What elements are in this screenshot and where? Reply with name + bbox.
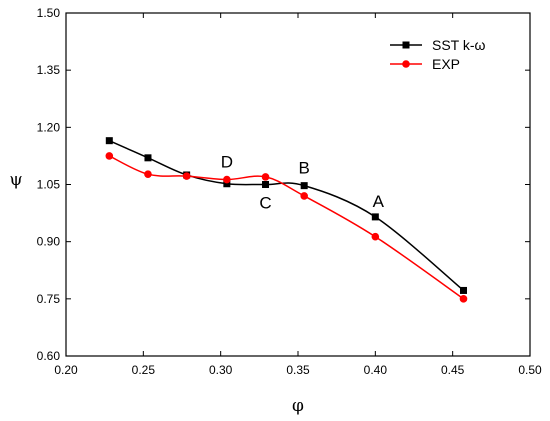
y-axis-label: ψ [9, 170, 22, 190]
data-point [182, 172, 191, 180]
legend-marker-sst [402, 41, 410, 49]
x-tick-label: 0.35 [286, 363, 310, 377]
series-line-0 [109, 139, 464, 292]
legend-label-sst: SST k-ω [432, 37, 486, 53]
y-tick-label: 1.50 [37, 6, 61, 20]
x-tick-label: 0.40 [364, 363, 388, 377]
data-point [105, 137, 113, 145]
axis-ticks: 0.20 0.25 0.30 0.35 0.40 0.45 0.50 0.60 0.75 0.90… [37, 6, 542, 377]
series-line-1 [108, 155, 464, 300]
data-point [261, 173, 270, 181]
legend: SST k-ω EXP [390, 37, 486, 72]
data-point [371, 213, 379, 221]
y-tick-label: 1.20 [37, 120, 61, 134]
y-tick-label: 1.05 [37, 178, 61, 192]
x-tick-label: 0.45 [441, 363, 465, 377]
x-tick-label: 0.30 [209, 363, 233, 377]
y-tick-label: 1.35 [37, 63, 61, 77]
data-point [262, 181, 270, 188]
data-point [371, 232, 380, 241]
data-point [459, 286, 467, 294]
x-tick-label: 0.25 [132, 363, 156, 377]
y-tick-label: 0.60 [37, 349, 61, 363]
y-tick-label: 0.90 [37, 235, 61, 249]
annotation-b: B [299, 159, 310, 178]
annotation-c: C [259, 194, 271, 213]
legend-marker-exp [402, 60, 410, 68]
data-point [144, 170, 152, 179]
x-tick-label: 0.50 [518, 363, 542, 377]
x-axis-label: φ [292, 396, 304, 416]
data-point [223, 180, 231, 188]
annotations: D C B A [221, 153, 385, 213]
y-tick-label: 0.75 [37, 292, 61, 306]
data-point [223, 175, 231, 184]
data-point [105, 152, 114, 160]
data-point [300, 182, 308, 190]
annotation-d: D [221, 153, 233, 172]
data-point [144, 154, 152, 162]
annotation-a: A [373, 192, 385, 211]
data-point [459, 295, 468, 303]
legend-label-exp: EXP [432, 56, 460, 72]
x-tick-label: 0.20 [54, 363, 78, 377]
series-layer [105, 137, 468, 303]
data-point [300, 192, 308, 200]
